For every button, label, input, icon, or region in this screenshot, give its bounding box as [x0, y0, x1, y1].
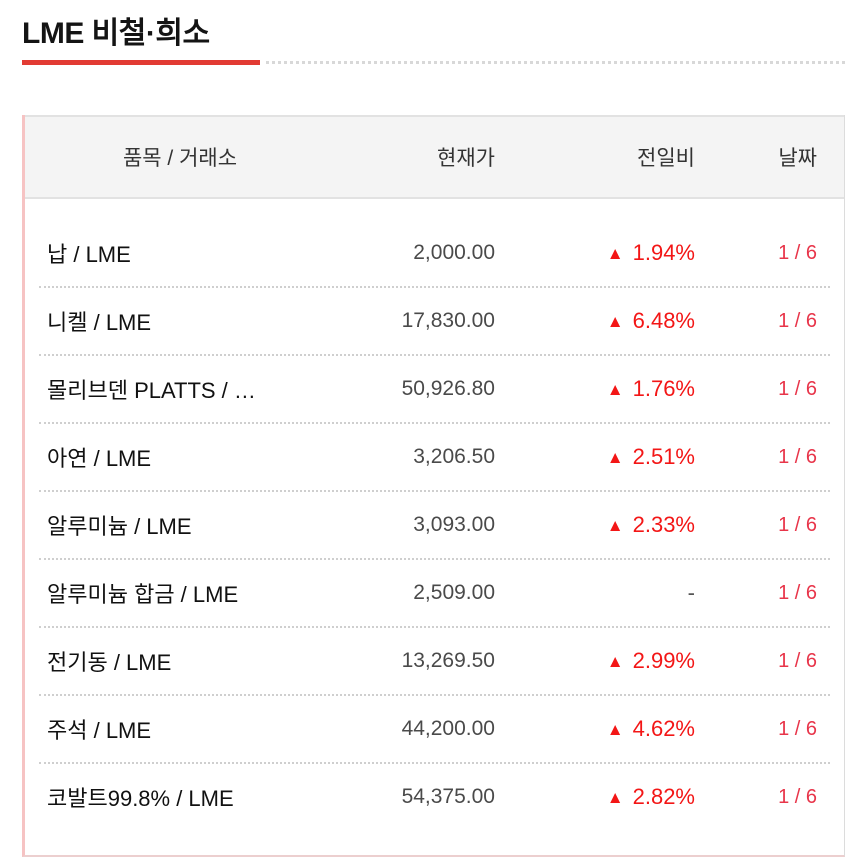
change-percent: 2.99% — [632, 648, 695, 673]
up-triangle-icon: ▲ — [606, 448, 624, 467]
price-table: 품목 / 거래소 현재가 전일비 날짜 납 / LME 2,000.00 ▲ 1.… — [22, 115, 845, 857]
daily-change: ▲ 2.99% — [495, 648, 695, 674]
current-price: 3,093.00 — [413, 513, 495, 536]
quote-date: 1 / 6 — [778, 717, 817, 740]
current-price: 13,269.50 — [401, 649, 495, 672]
up-triangle-icon: ▲ — [606, 244, 624, 263]
current-price: 2,000.00 — [413, 241, 495, 264]
change-percent: 2.82% — [632, 784, 695, 809]
table-row: 전기동 / LME 13,269.50 ▲ 2.99% 1 / 6 — [25, 626, 844, 695]
change-percent: 2.33% — [632, 512, 695, 537]
daily-change: ▲ 2.51% — [495, 444, 695, 470]
item-name-link[interactable]: 주석 / LME — [47, 718, 152, 743]
current-price: 2,509.00 — [413, 581, 495, 604]
table-row: 알루미늄 합금 / LME 2,509.00 ▲- 1 / 6 — [25, 558, 844, 627]
table-row: 납 / LME 2,000.00 ▲ 1.94% 1 / 6 — [25, 219, 844, 287]
table-row: 몰리브덴 PLATTS / … 50,926.80 ▲ 1.76% 1 / 6 — [25, 354, 844, 423]
up-triangle-icon: ▲ — [606, 652, 624, 671]
table-row: 코발트99.8% / LME 54,375.00 ▲ 2.82% 1 / 6 — [25, 762, 844, 831]
daily-change: ▲ 1.76% — [495, 376, 695, 402]
current-price: 54,375.00 — [401, 785, 495, 808]
current-price: 17,830.00 — [401, 309, 495, 332]
up-triangle-icon: ▲ — [606, 312, 624, 331]
quote-date: 1 / 6 — [778, 513, 817, 536]
quote-date: 1 / 6 — [778, 445, 817, 468]
daily-change: ▲ 2.33% — [495, 512, 695, 538]
item-name-link[interactable]: 몰리브덴 PLATTS / … — [47, 378, 256, 403]
column-header-date: 날짜 — [778, 147, 817, 170]
quote-date: 1 / 6 — [778, 309, 817, 332]
item-name-link[interactable]: 알루미늄 / LME — [47, 514, 192, 539]
daily-change: ▲ 1.94% — [495, 240, 695, 266]
quote-date: 1 / 6 — [778, 377, 817, 400]
current-price: 3,206.50 — [413, 445, 495, 468]
table-row: 주석 / LME 44,200.00 ▲ 4.62% 1 / 6 — [25, 694, 844, 763]
column-header-item: 품목 / 거래소 — [122, 147, 238, 170]
current-price: 44,200.00 — [401, 717, 495, 740]
change-percent: 6.48% — [632, 308, 695, 333]
title-underline — [22, 60, 260, 65]
daily-change: ▲ 2.82% — [495, 784, 695, 810]
daily-change: ▲ 4.62% — [495, 716, 695, 742]
change-percent: 1.94% — [632, 240, 695, 265]
change-percent: 1.76% — [632, 376, 695, 401]
item-name-link[interactable]: 니켈 / LME — [47, 310, 152, 335]
item-name-link[interactable]: 알루미늄 합금 / LME — [47, 582, 239, 607]
item-name-link[interactable]: 아연 / LME — [47, 446, 152, 471]
up-triangle-icon: ▲ — [606, 380, 624, 399]
table-row: 니켈 / LME 17,830.00 ▲ 6.48% 1 / 6 — [25, 286, 844, 355]
column-header-change: 전일비 — [637, 147, 695, 170]
quote-date: 1 / 6 — [778, 581, 817, 604]
up-triangle-icon: ▲ — [606, 720, 624, 739]
daily-change: ▲ 6.48% — [495, 308, 695, 334]
table-row: 아연 / LME 3,206.50 ▲ 2.51% 1 / 6 — [25, 422, 844, 491]
quote-date: 1 / 6 — [778, 241, 817, 264]
change-percent: 4.62% — [632, 716, 695, 741]
up-triangle-icon: ▲ — [606, 516, 624, 535]
item-name-link[interactable]: 납 / LME — [47, 242, 131, 267]
table-row: 알루미늄 / LME 3,093.00 ▲ 2.33% 1 / 6 — [25, 490, 844, 559]
quote-date: 1 / 6 — [778, 785, 817, 808]
daily-change: ▲- — [495, 580, 695, 606]
table-body: 납 / LME 2,000.00 ▲ 1.94% 1 / 6 니켈 / LME 1… — [25, 199, 844, 855]
quote-date: 1 / 6 — [778, 649, 817, 672]
up-triangle-icon: ▲ — [606, 788, 624, 807]
table-header-row: 품목 / 거래소 현재가 전일비 날짜 — [25, 115, 844, 199]
item-name-link[interactable]: 전기동 / LME — [47, 650, 172, 675]
item-name-link[interactable]: 코발트99.8% / LME — [47, 786, 234, 811]
change-percent: 2.51% — [632, 444, 695, 469]
page-title: LME 비철·희소 — [22, 17, 210, 50]
current-price: 50,926.80 — [401, 377, 495, 400]
title-dotted-divider — [266, 61, 845, 64]
column-header-price: 현재가 — [437, 147, 495, 170]
change-percent: - — [687, 580, 695, 605]
